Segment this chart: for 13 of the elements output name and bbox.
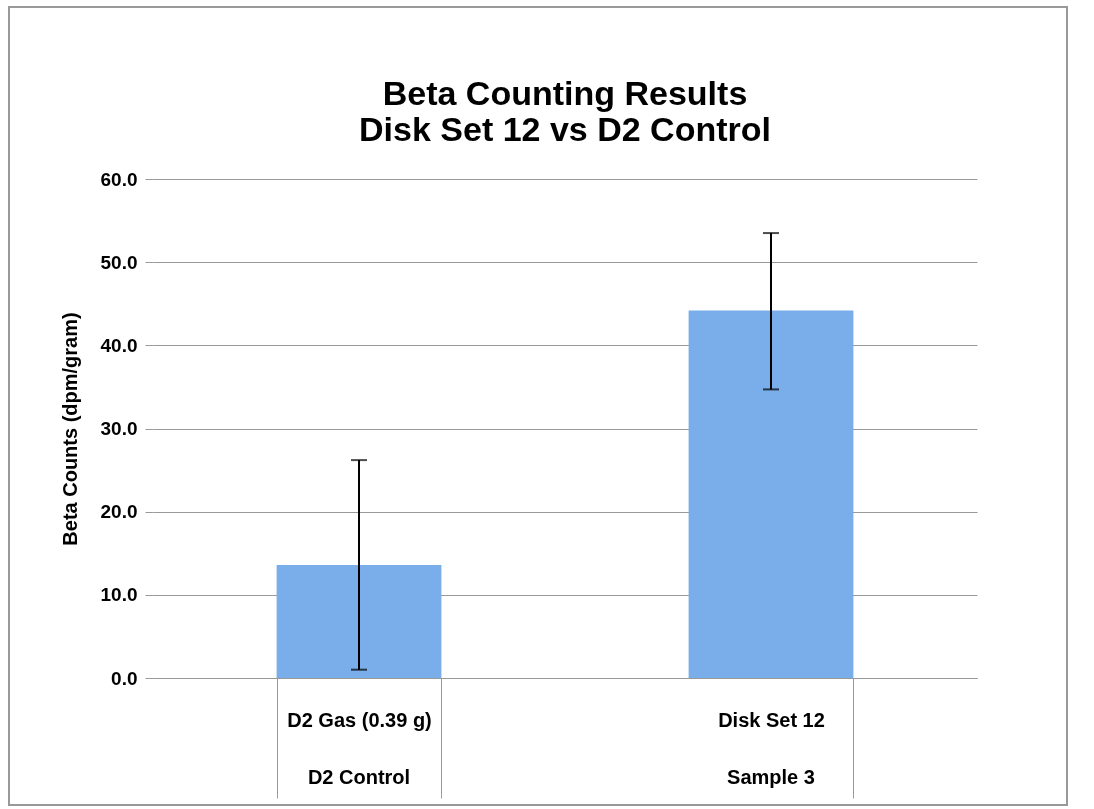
x-tick-label: Disk Set 12 — [718, 708, 825, 731]
y-tick-label: 20.0 — [100, 501, 138, 523]
text: D2 Control — [307, 766, 411, 788]
y-tick-label: 10.0 — [100, 584, 138, 606]
y-tick-label: 30.0 — [100, 418, 138, 439]
y-tick-label: 50.0 — [100, 251, 138, 273]
x-tick-label: D2 Gas (0.39 g) — [287, 708, 432, 731]
y-tick-label: 40.0 — [100, 334, 138, 356]
text: Beta Counting Results — [382, 74, 748, 112]
text: Sample 3 — [727, 766, 815, 788]
y-tick-label: 0.0 — [111, 667, 138, 689]
y-tick-label: 60.0 — [100, 168, 138, 190]
y-axis-title: Beta Counts (dpm/gram) — [58, 312, 81, 546]
